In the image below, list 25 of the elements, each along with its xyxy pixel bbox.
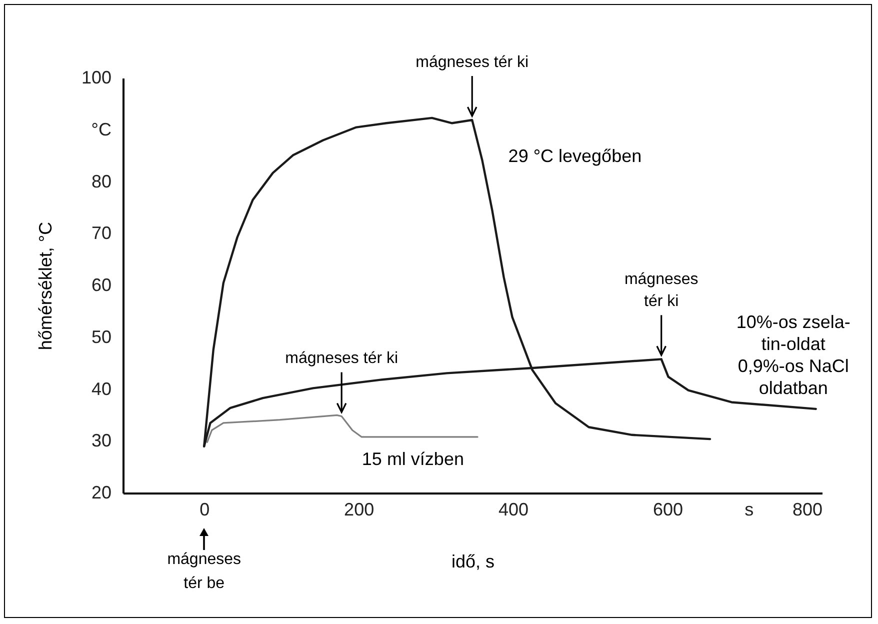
x-tick-label: 800 [792,500,822,520]
x-tick-label: 0 [200,500,210,520]
annotation: mágneses tér ki [416,54,529,72]
y-tick-label: 30 [91,430,112,451]
y-tick-label: °C [91,119,112,140]
y-tick-label: 60 [91,275,112,295]
text: mágneses tér be [167,551,242,592]
x-tick-label: 200 [344,500,374,520]
series-label: 10%-os zsela- tin-oldat 0,9%-os NaCl oldatban [736,312,850,398]
series-label: 15 ml vízben [362,449,464,470]
annotation: mágneses tér ki [285,350,398,368]
x-axis-title: idő, s [451,552,495,572]
y-axis-title: hőmérséklet, °C [35,222,56,350]
y-tick-label: 80 [91,171,112,192]
x-tick-label: 600 [653,500,684,520]
series-label: 29 °C levegőben [508,146,642,166]
y-tick-label: 20 [91,482,112,502]
annotation: mágneses tér ki [624,271,698,310]
line-series [206,414,478,443]
y-tick-label: 40 [91,378,112,399]
x-tick-label: s [744,500,754,520]
y-tick-label: 50 [91,326,112,347]
x-tick-label: 400 [498,500,529,520]
y-tick-label: 70 [91,223,112,244]
y-tick-label: 100 [81,68,112,88]
